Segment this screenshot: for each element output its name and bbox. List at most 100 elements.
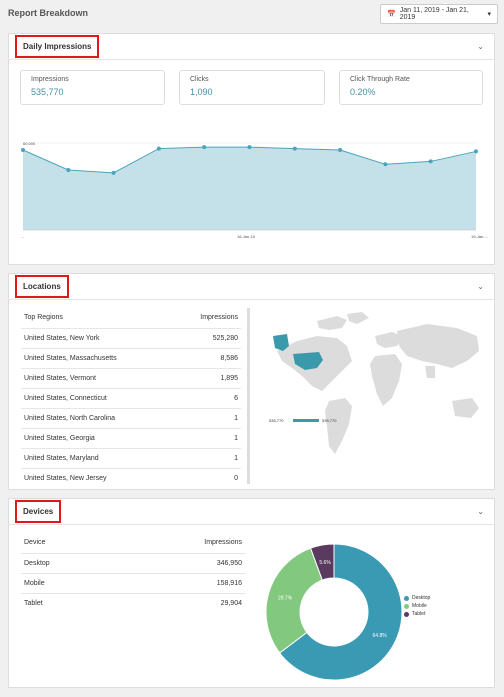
locations-table-container[interactable]: Top Regions Impressions United States, N… bbox=[21, 308, 249, 484]
map-legend-min: 535,770 bbox=[269, 418, 284, 423]
region-cell: United States, New York bbox=[21, 327, 174, 348]
table-scrollbar[interactable] bbox=[247, 308, 250, 484]
data-point[interactable] bbox=[383, 162, 388, 167]
x-tick-label: ... bbox=[21, 234, 24, 239]
impressions-cell: 1 bbox=[173, 407, 241, 428]
table-row[interactable]: United States, Vermont 1,895 bbox=[21, 367, 241, 388]
column-header: Top Regions bbox=[24, 314, 63, 322]
impressions-cell: 6 bbox=[173, 387, 241, 408]
card-title: Daily Impressions bbox=[15, 35, 100, 58]
data-point[interactable] bbox=[66, 168, 71, 172]
donut-slice-label: 5.6% bbox=[319, 560, 331, 566]
metric-value: 0.20% bbox=[350, 87, 376, 97]
table-row[interactable]: United States, Connecticut 6 bbox=[21, 387, 241, 408]
table-header-row: Top Regions Impressions bbox=[21, 308, 241, 328]
chevron-down-icon[interactable]: ⌄ bbox=[477, 282, 484, 291]
column-header: Impressions bbox=[204, 539, 242, 547]
legend-label: Desktop bbox=[412, 595, 431, 601]
data-point[interactable] bbox=[202, 145, 207, 150]
usa-shape bbox=[293, 352, 323, 370]
table-row[interactable]: United States, North Carolina 1 bbox=[21, 407, 241, 428]
table-row[interactable]: United States, New Jersey 0 bbox=[21, 467, 241, 484]
data-point[interactable] bbox=[338, 148, 343, 152]
legend-swatch bbox=[404, 611, 409, 617]
date-range-label: Jan 11, 2019 - Jan 21, 2019 bbox=[399, 7, 469, 21]
table-row[interactable]: Tablet 29,904 bbox=[21, 592, 245, 613]
metric-clicks: Clicks 1,090 bbox=[179, 70, 325, 105]
donut-slice-mobile[interactable] bbox=[265, 547, 323, 654]
data-point[interactable] bbox=[474, 149, 478, 154]
date-range-picker[interactable]: 📅 Jan 11, 2019 - Jan 21, 2019 ▾ bbox=[380, 4, 498, 24]
region-cell: United States, Vermont bbox=[21, 367, 174, 388]
card-title: Locations bbox=[15, 275, 69, 298]
legend-swatch bbox=[404, 603, 409, 609]
impressions-cell: 158,916 bbox=[115, 572, 245, 593]
devices-donut-chart[interactable]: 64.8% 29.7% 5.6% bbox=[259, 537, 409, 687]
metric-ctr: Click Through Rate 0.20% bbox=[339, 70, 483, 105]
impressions-cell: 0 bbox=[173, 467, 241, 484]
metric-value: 1,090 bbox=[190, 87, 213, 97]
calendar-icon: 📅 bbox=[387, 11, 396, 18]
x-tick-label: 16-Jan-19 bbox=[237, 234, 256, 239]
card-header[interactable]: Daily Impressions ⌄ bbox=[9, 34, 494, 60]
table-row[interactable]: Desktop 346,950 bbox=[21, 552, 245, 573]
card-header[interactable]: Locations ⌄ bbox=[9, 274, 494, 300]
impressions-cell: 1,895 bbox=[173, 367, 241, 388]
region-cell: United States, New Jersey bbox=[21, 467, 174, 484]
map-legend-bar bbox=[293, 419, 319, 422]
card-title: Devices bbox=[15, 500, 62, 523]
metric-label: Impressions bbox=[31, 76, 69, 83]
card-header[interactable]: Devices ⌄ bbox=[9, 499, 494, 525]
legend-swatch bbox=[404, 595, 409, 601]
devices-card: Devices ⌄ Device Impressions Desktop 346,… bbox=[8, 498, 495, 688]
region-cell: United States, North Carolina bbox=[21, 407, 174, 428]
donut-slice-label: 29.7% bbox=[278, 596, 293, 602]
legend-label: Tablet bbox=[412, 611, 426, 617]
impressions-cell: 1 bbox=[173, 447, 241, 468]
locations-card: Locations ⌄ Top Regions Impressions Unit… bbox=[8, 273, 495, 490]
impressions-cell: 8,586 bbox=[173, 347, 241, 368]
impressions-cell: 525,280 bbox=[173, 327, 241, 348]
impressions-cell: 1 bbox=[173, 427, 241, 448]
donut-slice-label: 64.8% bbox=[373, 633, 388, 639]
metric-label: Clicks bbox=[190, 76, 209, 83]
data-point[interactable] bbox=[292, 146, 297, 151]
chevron-down-icon[interactable]: ⌄ bbox=[477, 42, 484, 51]
chevron-down-icon[interactable]: ⌄ bbox=[477, 507, 484, 516]
world-map[interactable]: 535,770 535,770 bbox=[257, 306, 491, 482]
region-cell: United States, Connecticut bbox=[21, 387, 174, 408]
metric-label: Click Through Rate bbox=[350, 76, 410, 83]
chevron-down-icon: ▾ bbox=[487, 11, 491, 18]
data-point[interactable] bbox=[21, 148, 25, 152]
data-point[interactable] bbox=[428, 159, 433, 164]
column-header: Impressions bbox=[200, 314, 238, 322]
device-cell: Mobile bbox=[21, 572, 116, 593]
donut-legend: Desktop Mobile Tablet bbox=[404, 595, 430, 619]
y-tick-label: 60,000 bbox=[23, 141, 36, 146]
legend-item[interactable]: Mobile bbox=[404, 603, 430, 609]
devices-table: Device Impressions Desktop 346,950 Mobile… bbox=[21, 533, 245, 613]
data-point[interactable] bbox=[247, 145, 252, 150]
locations-table: Top Regions Impressions United States, N… bbox=[21, 308, 241, 484]
table-row[interactable]: United States, Georgia 1 bbox=[21, 427, 241, 448]
legend-item[interactable]: Tablet bbox=[404, 611, 430, 617]
column-header: Device bbox=[24, 539, 46, 547]
donut-slice-tablet[interactable] bbox=[309, 543, 335, 581]
table-row[interactable]: United States, New York 525,280 bbox=[21, 327, 241, 348]
legend-item[interactable]: Desktop bbox=[404, 595, 430, 601]
region-cell: United States, Massachusetts bbox=[21, 347, 174, 368]
impressions-area-chart: 60,000 40,000 20,000 ... 16-Jan-19 19-Ja… bbox=[21, 141, 488, 239]
x-tick-label: 19-Jan-... bbox=[471, 234, 488, 239]
table-row[interactable]: Mobile 158,916 bbox=[21, 572, 245, 593]
device-cell: Desktop bbox=[21, 552, 116, 573]
data-point[interactable] bbox=[156, 146, 161, 151]
device-cell: Tablet bbox=[21, 592, 116, 613]
table-row[interactable]: United States, Maryland 1 bbox=[21, 447, 241, 468]
metric-value: 535,770 bbox=[31, 87, 64, 97]
region-cell: United States, Georgia bbox=[21, 427, 174, 448]
table-row[interactable]: United States, Massachusetts 8,586 bbox=[21, 347, 241, 368]
donut-slice-desktop[interactable] bbox=[278, 543, 403, 681]
alaska-shape bbox=[273, 334, 289, 351]
data-point[interactable] bbox=[111, 170, 116, 175]
area-fill bbox=[23, 147, 476, 230]
